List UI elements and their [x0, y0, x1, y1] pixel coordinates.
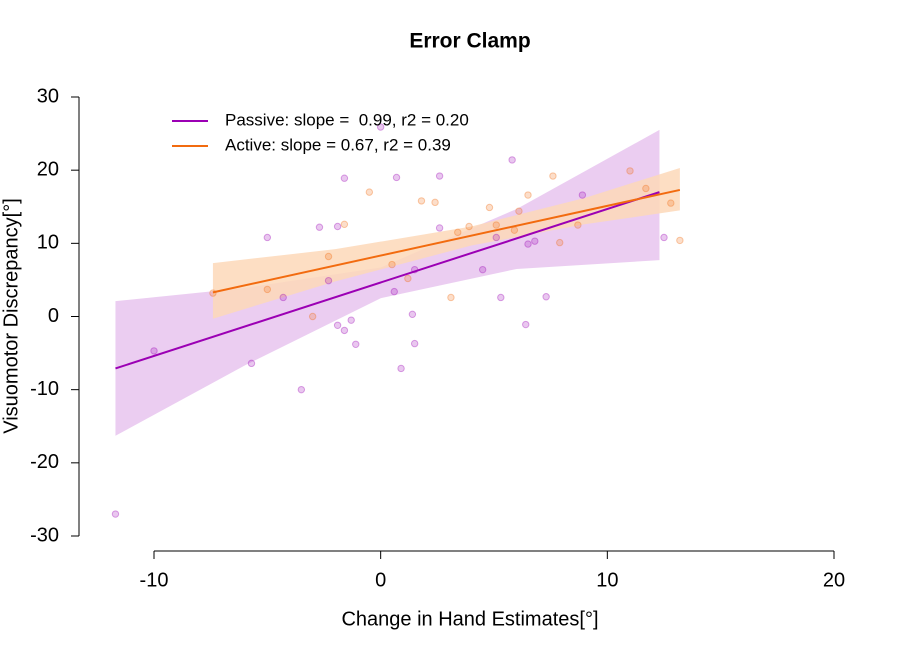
point: [497, 293, 505, 302]
point: [340, 174, 349, 182]
point: [247, 359, 256, 368]
point: [524, 240, 532, 248]
point: [388, 260, 396, 269]
point: [324, 252, 333, 261]
point: [417, 197, 426, 205]
x-tick-label: -10: [140, 569, 169, 591]
y-tick-label: -10: [30, 378, 59, 400]
point: [531, 237, 539, 245]
point: [404, 274, 412, 283]
point: [410, 339, 419, 348]
point: [340, 220, 349, 229]
point: [333, 321, 342, 329]
fit-line: [212, 188, 681, 294]
point: [340, 326, 349, 335]
point: [578, 191, 587, 199]
point: [492, 233, 500, 242]
point: [365, 188, 374, 196]
x-axis-label: Change in Hand Estimates[°]: [341, 608, 598, 630]
y-tick-label: 20: [37, 158, 59, 180]
y-axis-label: Visuomotor Discrepancy[°]: [0, 198, 22, 434]
point: [431, 198, 439, 207]
point: [324, 276, 333, 285]
x-tick-label: 10: [596, 569, 618, 591]
point: [447, 293, 455, 302]
point: [508, 156, 516, 164]
point: [642, 184, 650, 193]
point: [279, 293, 287, 302]
point: [315, 223, 324, 231]
point: [522, 320, 530, 329]
y-tick-label: -20: [30, 451, 59, 473]
point: [454, 228, 462, 237]
y-tick-label: 30: [37, 85, 59, 107]
point: [352, 340, 360, 349]
point: [549, 172, 557, 180]
x-tick-label: 0: [375, 569, 386, 591]
y-tick-label: 0: [48, 305, 59, 327]
point: [510, 226, 519, 234]
legend-label: Passive: slope = 0.99, r2 = 0.20: [225, 110, 469, 129]
point: [397, 364, 405, 373]
point: [524, 191, 532, 199]
point: [435, 224, 444, 232]
fit-line: [115, 191, 660, 370]
point: [263, 285, 272, 294]
point: [150, 347, 158, 355]
point: [376, 123, 385, 131]
y-tick-label: -30: [30, 524, 59, 546]
point: [263, 233, 272, 242]
legend-label: Active: slope = 0.67, r2 = 0.39: [225, 135, 451, 154]
point: [626, 167, 634, 175]
point: [408, 310, 417, 319]
point: [308, 312, 317, 321]
point: [667, 199, 675, 207]
point: [390, 287, 398, 296]
point: [111, 510, 120, 518]
point: [347, 316, 355, 324]
point: [492, 221, 500, 229]
x-tick-label: 20: [823, 569, 845, 591]
point: [660, 233, 668, 242]
point: [297, 385, 306, 394]
point: [676, 236, 684, 245]
point: [485, 203, 494, 212]
point: [556, 238, 564, 247]
confidence-band: [212, 167, 680, 319]
point: [435, 172, 444, 180]
chart-title: Error Clamp: [409, 30, 530, 53]
point: [465, 222, 473, 231]
point: [574, 221, 582, 229]
y-tick-label: 10: [37, 232, 59, 254]
point: [478, 265, 487, 274]
point: [333, 222, 342, 231]
point: [542, 293, 550, 301]
confidence-band: [115, 129, 660, 436]
point: [515, 207, 523, 215]
point: [392, 173, 401, 182]
